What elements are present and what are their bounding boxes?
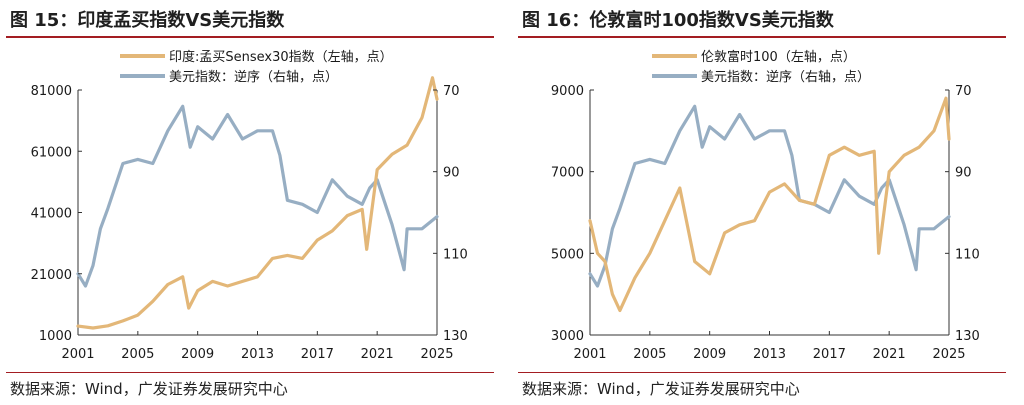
title-rule	[6, 36, 494, 38]
x-tick-label: 2025	[420, 347, 453, 362]
x-tick-label: 2017	[813, 347, 846, 362]
series-line-index	[588, 96, 951, 313]
left-tick-label: 61000	[31, 145, 72, 160]
x-tick-label: 2001	[573, 347, 606, 362]
ftse-chart-svg: 9000 7000 5000 3000 70 90 110 130 2001 2005 2009 20…	[551, 49, 980, 362]
x-tick-label: 2017	[301, 347, 334, 362]
x-tick-label: 2001	[61, 347, 94, 362]
series-line-usd	[588, 104, 951, 288]
left-tick-label: 41000	[31, 207, 72, 222]
x-tick-label: 2013	[241, 347, 274, 362]
right-tick-label: 70	[955, 84, 972, 99]
left-tick-label: 1000	[39, 329, 72, 344]
x-tick-label: 2013	[753, 347, 786, 362]
chart-source: 数据来源：Wind，广发证券发展研究中心	[10, 380, 288, 398]
x-tick-label: 2009	[181, 347, 214, 362]
source-rule	[6, 372, 494, 373]
x-tick-label: 2021	[361, 347, 394, 362]
left-tick-label: 9000	[551, 84, 584, 99]
left-tick-label: 81000	[31, 84, 72, 99]
right-tick-label: 110	[443, 247, 468, 262]
legend-label: 伦敦富时100（左轴，点）	[701, 49, 856, 65]
sensex-chart-svg: 81000 61000 41000 21000 1000 70 90 110 130 2001 20…	[31, 49, 468, 362]
left-tick-label: 3000	[551, 329, 584, 344]
left-tick-label: 21000	[31, 268, 72, 283]
source-rule	[518, 372, 1006, 373]
series-line-usd	[76, 104, 439, 288]
x-tick-label: 2009	[693, 347, 726, 362]
x-tick-label: 2005	[633, 347, 666, 362]
series-line-index	[76, 76, 439, 330]
right-tick-label: 130	[955, 329, 980, 344]
legend-label: 印度:孟买Sensex30指数（左轴，点）	[169, 49, 393, 65]
x-tick-label: 2021	[873, 347, 906, 362]
chart-panel-sensex: 图 15：印度孟买指数VS美元指数 81000 61000 41000 21000 10…	[6, 10, 494, 398]
chart-title: 图 15：印度孟买指数VS美元指数	[10, 10, 285, 31]
x-tick-label: 2025	[932, 347, 965, 362]
left-tick-label: 5000	[551, 247, 584, 262]
right-tick-label: 90	[443, 166, 460, 181]
chart-source: 数据来源：Wind，广发证券发展研究中心	[522, 380, 800, 398]
legend-label: 美元指数：逆序（右轴，点）	[169, 69, 338, 85]
title-rule	[518, 36, 1006, 38]
chart-title: 图 16：伦敦富时100指数VS美元指数	[522, 10, 834, 31]
x-tick-label: 2005	[121, 347, 154, 362]
right-tick-label: 110	[955, 247, 980, 262]
legend-label: 美元指数：逆序（右轴，点）	[701, 69, 870, 85]
right-tick-label: 90	[955, 166, 972, 181]
chart-panel-ftse: 图 16：伦敦富时100指数VS美元指数 9000 7000 5000 3000 70 9…	[512, 0, 1024, 405]
right-tick-label: 70	[443, 84, 460, 99]
left-tick-label: 7000	[551, 166, 584, 181]
right-tick-label: 130	[443, 329, 468, 344]
